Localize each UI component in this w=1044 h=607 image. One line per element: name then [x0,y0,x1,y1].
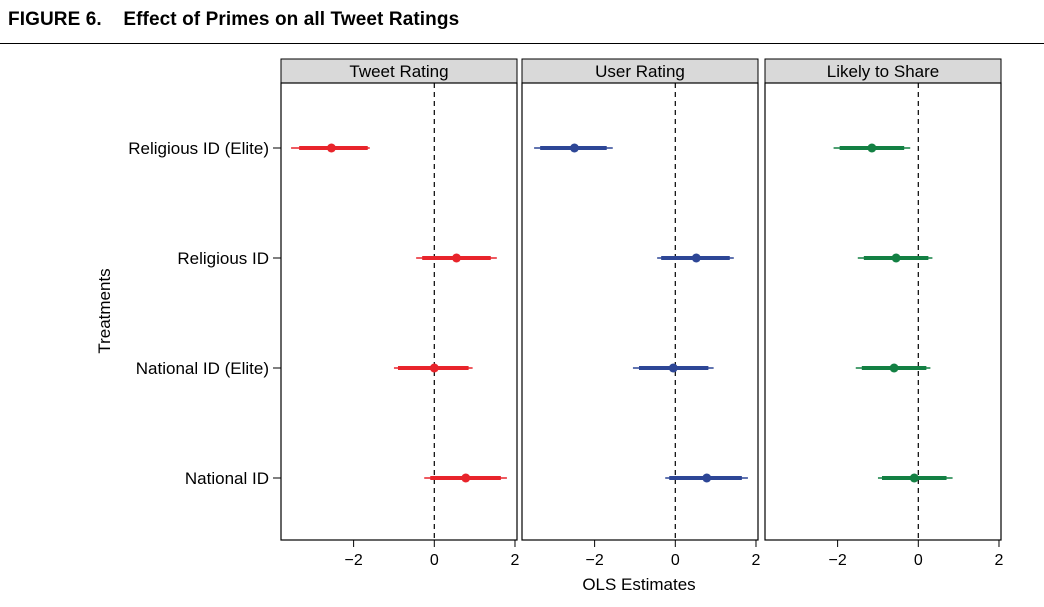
x-axis-title: OLS Estimates [582,575,695,594]
facet-strip [280,58,518,84]
facet-strip-label: Tweet Rating [349,62,448,81]
panel-frame [521,82,759,541]
panel-frame [764,82,1002,541]
figure-label: FIGURE 6. [8,9,102,30]
y-tick-label: National ID (Elite) [136,359,269,378]
title-divider [0,43,1044,44]
y-tick-label: Religious ID (Elite) [128,139,269,158]
point-estimate [461,473,471,483]
facet-strip-label: User Rating [595,62,685,81]
point-estimate [569,143,579,153]
figure-title: FIGURE 6. Effect of Primes on all Tweet … [8,9,459,31]
x-tick-label: 0 [671,552,680,569]
point-estimate [451,253,461,263]
panel-frame [280,82,518,541]
x-tick-label: −2 [585,552,603,569]
y-tick-label: National ID [185,469,269,488]
x-tick-label: 2 [752,552,761,569]
figure-title-text: Effect of Primes on all Tweet Ratings [123,9,460,30]
x-tick-label: 2 [511,552,520,569]
point-estimate [429,363,439,373]
x-tick-label: 0 [430,552,439,569]
point-estimate [909,473,919,483]
point-estimate [668,363,678,373]
x-tick-label: −2 [344,552,362,569]
point-estimate [867,143,877,153]
x-tick-label: −2 [828,552,846,569]
point-estimate [702,473,712,483]
point-estimate [326,143,336,153]
facet-strip-label: Likely to Share [827,62,939,81]
y-tick-label: Religious ID [177,249,269,268]
point-estimate [691,253,701,263]
point-estimate [891,253,901,263]
x-tick-label: 0 [914,552,923,569]
facet-strip [521,58,759,84]
x-tick-label: 2 [995,552,1004,569]
y-axis-title: Treatments [95,268,114,353]
point-estimate [889,363,899,373]
